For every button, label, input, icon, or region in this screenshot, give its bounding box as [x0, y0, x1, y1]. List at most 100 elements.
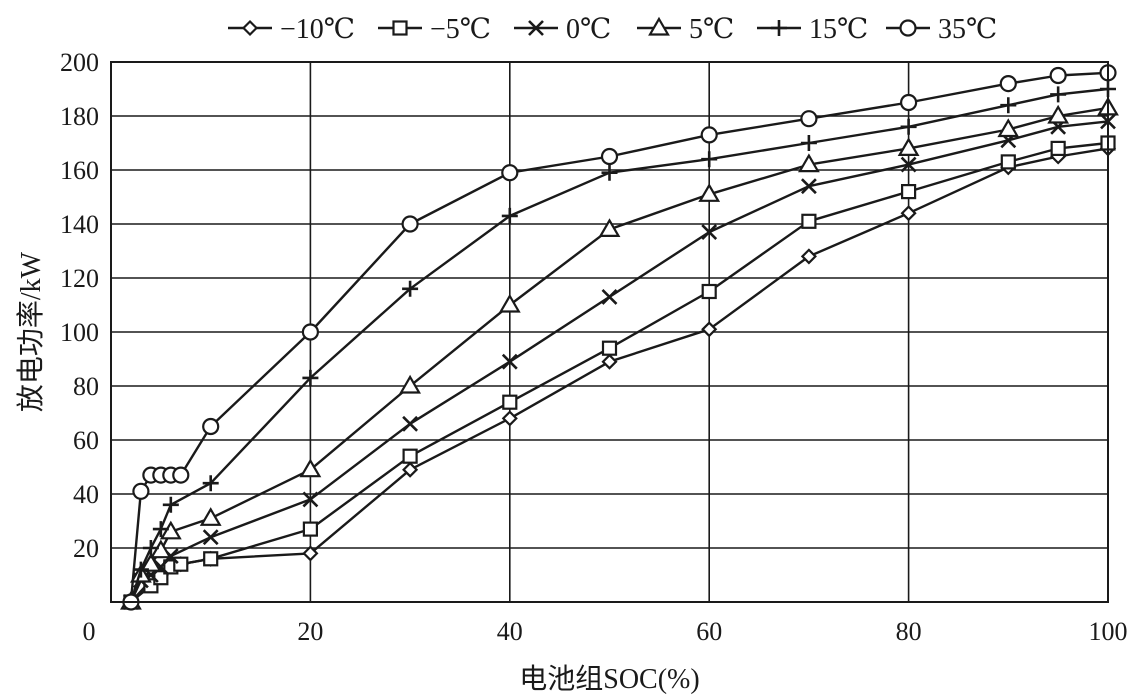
y-tick-label: 120	[60, 264, 99, 293]
legend-label: 0℃	[566, 14, 611, 45]
legend-label: −5℃	[430, 14, 491, 45]
legend-marker-triangle	[648, 16, 670, 36]
series-line	[129, 106, 1109, 603]
legend-item: −5℃	[378, 14, 491, 45]
data-point-plus	[402, 280, 419, 297]
legend-item: −10℃	[228, 14, 355, 45]
data-point-circle	[132, 482, 150, 500]
data-point-plus	[162, 496, 179, 513]
data-point-diamond	[402, 461, 419, 478]
legend-label: −10℃	[280, 14, 355, 45]
data-point-square	[402, 448, 418, 464]
series-line	[130, 147, 1109, 603]
data-point-triangle	[997, 118, 1020, 138]
data-point-plus	[501, 207, 518, 224]
data-point-triangle	[897, 137, 920, 156]
data-point-plus	[142, 540, 159, 556]
data-point-diamond	[701, 321, 718, 338]
legend-item: 35℃	[886, 14, 997, 45]
legend-label: 35℃	[938, 14, 997, 45]
data-point-circle	[501, 164, 519, 182]
data-point-triangle	[399, 374, 422, 394]
data-point-plus	[701, 151, 718, 168]
y-tick-label: 60	[73, 426, 99, 455]
data-point-circle	[172, 466, 190, 484]
data-point-plus	[132, 561, 149, 578]
series-layer	[120, 64, 1119, 611]
data-point-x	[202, 529, 219, 546]
y-tick-label: 100	[60, 318, 99, 347]
legend-marker-square	[392, 20, 408, 36]
legend-marker-circle	[899, 19, 917, 37]
series-plus	[122, 81, 1116, 610]
data-point-plus	[800, 135, 817, 151]
data-point-plus	[1050, 86, 1067, 103]
y-tick-label: 20	[73, 534, 99, 563]
data-point-x	[501, 353, 518, 370]
data-point-diamond	[601, 353, 618, 370]
legend-marker-x	[528, 20, 544, 36]
legend: −10℃ −5℃ 0℃ 5℃ 15℃ 35℃	[228, 14, 997, 45]
data-point-square	[1000, 154, 1016, 170]
data-point-circle	[1049, 66, 1067, 85]
y-tick-label: 200	[60, 48, 99, 77]
y-tick-label: 140	[60, 210, 99, 239]
data-point-diamond	[900, 205, 917, 222]
data-point-circle	[899, 93, 918, 112]
data-point-square	[302, 521, 318, 537]
legend-item: 5℃	[637, 14, 734, 45]
x-tick-label: 0	[83, 617, 96, 646]
data-point-circle	[301, 323, 319, 341]
x-tick-label: 100	[1089, 617, 1128, 646]
x-tick-label: 60	[696, 617, 722, 646]
data-point-x	[701, 224, 718, 241]
data-point-x	[900, 156, 917, 173]
legend-label: 15℃	[809, 14, 868, 45]
data-point-x	[402, 415, 419, 432]
data-point-diamond	[800, 248, 817, 265]
legend-item: 0℃	[514, 14, 611, 45]
y-tick-label: 80	[73, 372, 99, 401]
data-point-plus	[900, 118, 917, 135]
series-line	[129, 87, 1109, 603]
data-point-triangle	[598, 218, 621, 237]
data-point-circle	[800, 110, 818, 128]
data-point-x	[302, 491, 319, 508]
legend-marker-plus	[771, 20, 787, 36]
series-diamond	[122, 140, 1117, 611]
x-axis-title: 电池组SOC(%)	[519, 663, 699, 695]
grid-lines	[111, 62, 1108, 602]
data-point-square	[701, 283, 717, 300]
data-point-triangle	[1047, 104, 1070, 124]
data-point-plus	[1000, 97, 1017, 114]
data-point-triangle	[797, 153, 820, 173]
data-point-triangle	[139, 553, 162, 572]
data-point-circle	[700, 126, 718, 144]
data-point-plus	[302, 369, 319, 386]
legend-label: 5℃	[689, 14, 734, 45]
data-point-circle	[999, 74, 1017, 93]
data-point-square	[203, 551, 219, 567]
series-triangle	[120, 96, 1119, 610]
series-circle	[122, 64, 1117, 611]
data-point-square	[173, 556, 189, 572]
data-point-circle	[401, 215, 419, 233]
series-line	[130, 141, 1109, 603]
legend-item: 15℃	[757, 14, 868, 45]
x-axis-ticks: 0 20 40 60 80 100	[83, 617, 1128, 646]
y-axis-ticks: 20 40 60 80 100 120 140 160 180 200	[60, 48, 99, 563]
data-point-square	[601, 340, 618, 356]
data-point-triangle	[199, 507, 222, 526]
data-point-square	[502, 394, 518, 410]
data-point-triangle	[149, 539, 172, 559]
x-tick-label: 20	[297, 617, 323, 646]
data-point-x	[601, 288, 618, 305]
data-point-triangle	[698, 183, 721, 202]
y-tick-label: 160	[60, 156, 99, 185]
data-point-plus	[601, 164, 618, 181]
data-point-circle	[202, 417, 220, 436]
y-axis-title: 放电功率/kW	[15, 251, 47, 412]
plot-area-frame	[110, 61, 1109, 603]
data-point-plus	[152, 521, 169, 538]
